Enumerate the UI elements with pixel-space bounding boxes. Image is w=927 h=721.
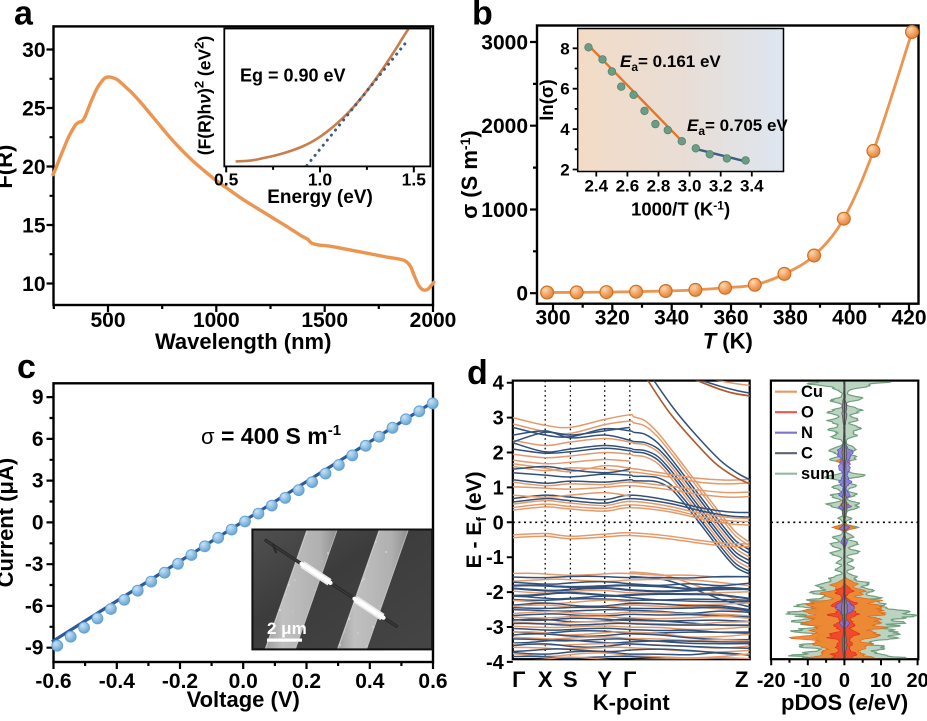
svg-text:2.8: 2.8 — [647, 177, 671, 196]
svg-text:4: 4 — [560, 120, 570, 139]
svg-text:1.0: 1.0 — [308, 169, 333, 189]
svg-text:3.0: 3.0 — [678, 177, 702, 196]
svg-text:0.2: 0.2 — [292, 670, 321, 693]
svg-text:30: 30 — [22, 39, 45, 62]
svg-text:Ea= 0.705 eV: Ea= 0.705 eV — [687, 116, 788, 138]
svg-text:σ = 400 S m-1: σ = 400 S m-1 — [201, 422, 341, 449]
svg-text:1: 1 — [493, 477, 504, 499]
svg-text:1000/T (K-1): 1000/T (K-1) — [631, 199, 730, 220]
svg-text:2.4: 2.4 — [584, 177, 608, 196]
svg-text:0.0: 0.0 — [229, 670, 258, 693]
svg-text:2000: 2000 — [410, 309, 457, 332]
svg-text:Y: Y — [597, 667, 612, 692]
svg-text:-20: -20 — [757, 670, 786, 692]
svg-text:Γ: Γ — [623, 667, 636, 692]
svg-text:σ (S m-1): σ (S m-1) — [457, 130, 482, 219]
svg-text:0: 0 — [839, 670, 850, 692]
svg-text:N: N — [801, 424, 813, 442]
svg-text:380: 380 — [773, 307, 808, 330]
svg-text:d: d — [467, 354, 488, 392]
svg-text:3: 3 — [32, 470, 44, 493]
svg-text:2000: 2000 — [481, 115, 528, 138]
svg-text:-0.2: -0.2 — [162, 670, 198, 693]
svg-text:b: b — [472, 0, 493, 33]
svg-text:400: 400 — [832, 307, 867, 330]
svg-text:c: c — [17, 348, 36, 386]
svg-text:0: 0 — [493, 512, 504, 534]
svg-text:-1: -1 — [486, 547, 504, 569]
svg-text:9: 9 — [32, 386, 44, 409]
svg-text:-2: -2 — [486, 582, 504, 604]
svg-text:-10: -10 — [793, 670, 822, 692]
svg-text:20: 20 — [22, 156, 45, 179]
svg-text:Voltage (V): Voltage (V) — [187, 687, 300, 712]
svg-text:Current (μA): Current (μA) — [0, 458, 18, 588]
svg-text:0: 0 — [32, 511, 44, 534]
svg-text:2 μm: 2 μm — [267, 619, 307, 638]
svg-text:8: 8 — [560, 39, 569, 58]
svg-text:6: 6 — [560, 80, 569, 99]
svg-text:-6: -6 — [25, 595, 44, 618]
svg-text:20: 20 — [906, 670, 927, 692]
svg-text:sum: sum — [801, 465, 835, 483]
svg-text:-0.4: -0.4 — [99, 670, 136, 693]
svg-text:-9: -9 — [25, 637, 44, 660]
svg-text:3: 3 — [493, 408, 504, 430]
svg-text:T (K): T (K) — [703, 329, 753, 354]
svg-text:C: C — [801, 445, 813, 463]
svg-text:2: 2 — [493, 443, 504, 465]
svg-text:Γ: Γ — [512, 667, 525, 692]
svg-text:pDOS (e/eV): pDOS (e/eV) — [781, 690, 908, 715]
svg-text:Ea= 0.161 eV: Ea= 0.161 eV — [620, 52, 721, 74]
svg-text:0.6: 0.6 — [418, 670, 447, 693]
svg-text:10: 10 — [22, 273, 45, 296]
svg-text:ln(σ): ln(σ) — [536, 79, 557, 120]
svg-text:2: 2 — [560, 161, 569, 180]
svg-text:360: 360 — [713, 307, 748, 330]
svg-text:Z: Z — [735, 667, 748, 692]
svg-text:6: 6 — [32, 428, 44, 451]
svg-text:Energy (eV): Energy (eV) — [267, 187, 373, 208]
svg-text:-4: -4 — [486, 652, 505, 674]
svg-text:a: a — [14, 0, 34, 33]
svg-text:340: 340 — [654, 307, 689, 330]
svg-text:O: O — [801, 404, 814, 422]
svg-text:F(R): F(R) — [0, 145, 17, 189]
svg-text:420: 420 — [891, 307, 926, 330]
svg-text:X: X — [538, 667, 553, 692]
svg-text:(F(R)hν)2 (eV2): (F(R)hν)2 (eV2) — [192, 36, 215, 155]
svg-text:0.4: 0.4 — [355, 670, 385, 693]
svg-text:1000: 1000 — [193, 309, 240, 332]
svg-text:-0.6: -0.6 — [35, 670, 71, 693]
svg-text:Eg = 0.90 eV: Eg = 0.90 eV — [240, 66, 346, 86]
svg-text:15: 15 — [22, 215, 46, 238]
svg-text:1000: 1000 — [481, 199, 528, 222]
svg-text:1.5: 1.5 — [402, 169, 427, 189]
svg-text:4: 4 — [493, 373, 505, 395]
svg-text:3.4: 3.4 — [740, 177, 764, 196]
svg-text:1500: 1500 — [301, 309, 348, 332]
svg-text:25: 25 — [22, 98, 46, 121]
svg-text:3000: 3000 — [481, 32, 528, 55]
svg-text:3.2: 3.2 — [709, 177, 733, 196]
svg-text:320: 320 — [595, 307, 630, 330]
svg-text:10: 10 — [870, 670, 892, 692]
svg-text:K-point: K-point — [593, 690, 671, 715]
svg-text:500: 500 — [90, 309, 125, 332]
svg-text:2.6: 2.6 — [616, 177, 640, 196]
svg-text:S: S — [563, 667, 578, 692]
svg-text:0: 0 — [516, 283, 528, 306]
svg-text:0.5: 0.5 — [214, 169, 239, 189]
svg-text:-3: -3 — [486, 617, 504, 639]
svg-text:300: 300 — [535, 307, 570, 330]
svg-text:-3: -3 — [25, 553, 44, 576]
svg-text:Wavelength (nm): Wavelength (nm) — [155, 329, 331, 354]
svg-text:Cu: Cu — [801, 383, 823, 401]
